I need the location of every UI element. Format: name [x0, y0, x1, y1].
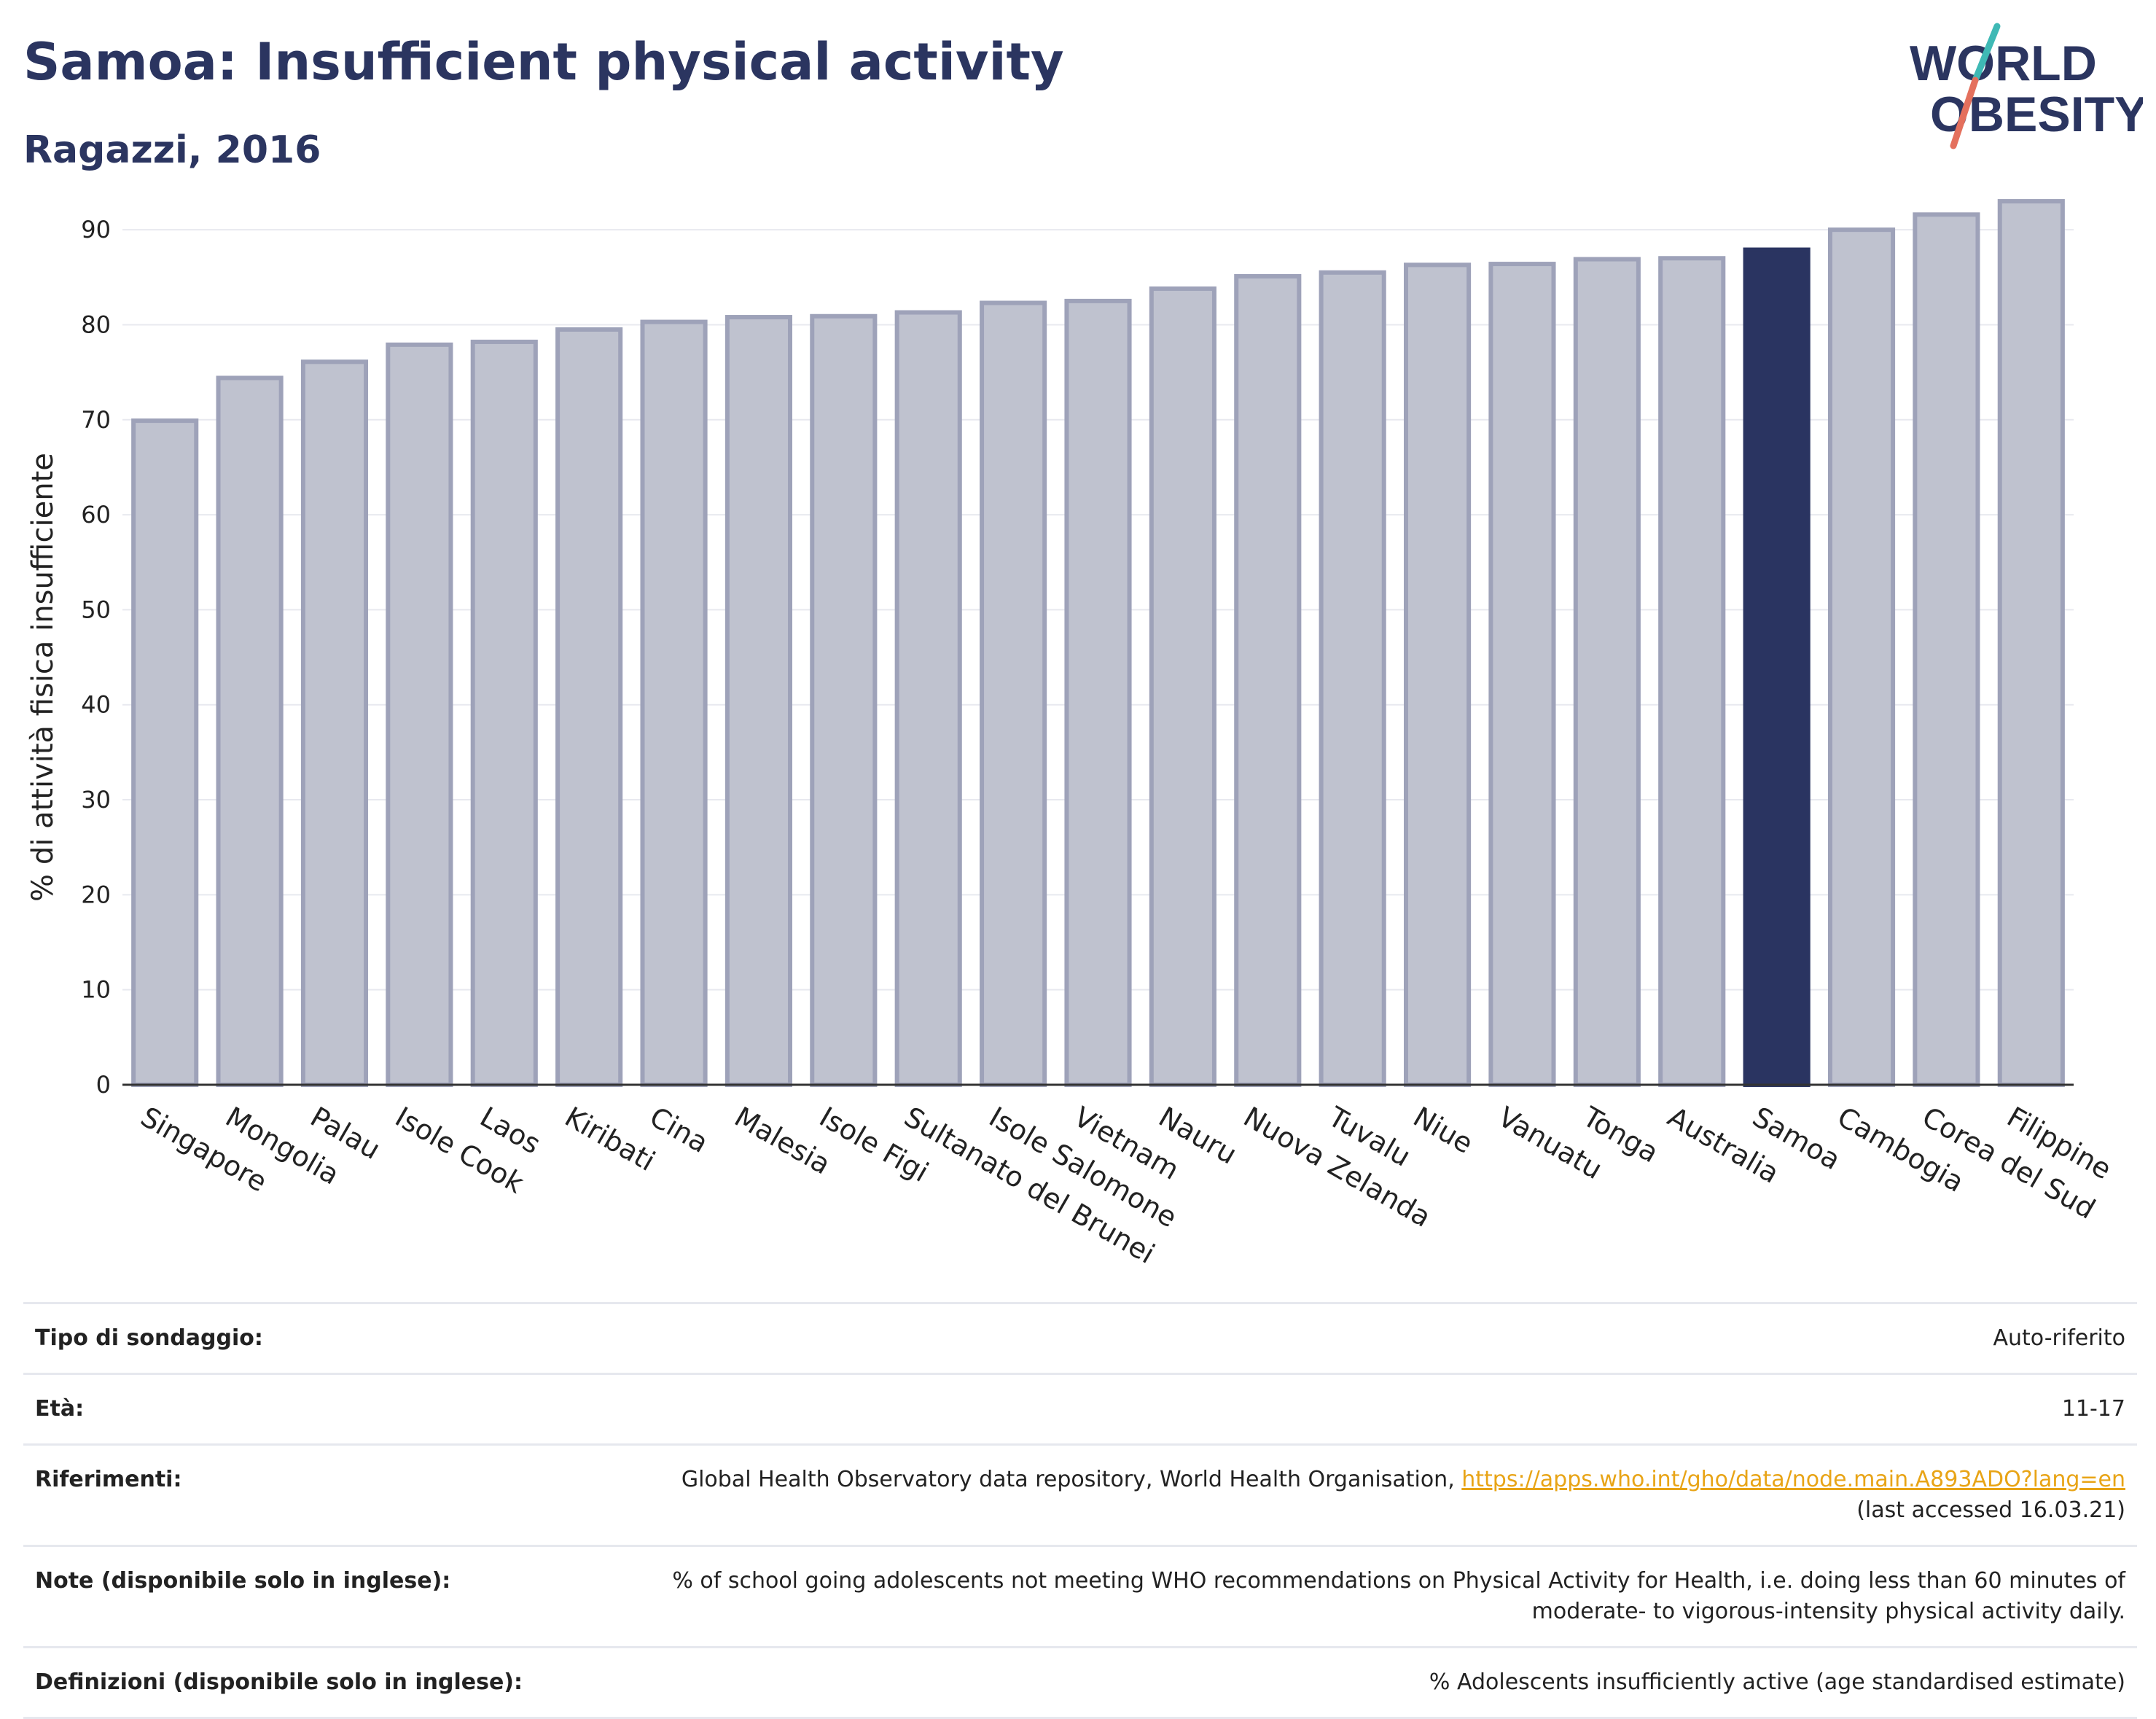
- references-accessed: (last accessed 16.03.21): [1856, 1497, 2125, 1523]
- logo-text-world: WORLD: [1910, 36, 2097, 91]
- bar: [216, 375, 284, 1087]
- bar: [300, 359, 369, 1088]
- bar: [1234, 274, 1302, 1088]
- references-link[interactable]: https://apps.who.int/gho/data/node.main.…: [1461, 1467, 2125, 1492]
- notes-label: Note (disponibile solo in inglese):: [23, 1545, 557, 1648]
- bar: [386, 342, 453, 1087]
- bar: [1743, 247, 1811, 1088]
- bar: [810, 313, 878, 1088]
- age-value: 11-17: [557, 1373, 2137, 1445]
- bar: [1827, 227, 1896, 1088]
- info-table: Tipo di sondaggio: Auto-riferito Età: 11…: [23, 1302, 2137, 1719]
- bar: [1573, 257, 1641, 1087]
- definitions-label: Definizioni (disponibile solo in inglese…: [23, 1646, 557, 1719]
- world-obesity-logo: WORLD OBESITY: [1910, 23, 2143, 149]
- bar: [1913, 212, 1980, 1087]
- y-tick-label: 30: [81, 786, 111, 814]
- y-tick-label: 10: [81, 976, 111, 1004]
- bar: [1488, 262, 1556, 1088]
- bar: [1064, 298, 1132, 1087]
- survey-type-label: Tipo di sondaggio:: [23, 1302, 557, 1374]
- notes-value: % of school going adolescents not meetin…: [557, 1545, 2137, 1648]
- bar: [640, 319, 708, 1087]
- bar: [1149, 286, 1216, 1087]
- chart-subtitle: Ragazzi, 2016: [23, 128, 321, 172]
- logo-slash-coral: [1950, 77, 1979, 149]
- y-tick-label: 40: [81, 691, 111, 719]
- bar: [131, 418, 199, 1087]
- x-tick-label: Niue: [1408, 1101, 1479, 1160]
- references-label: Riferimenti:: [23, 1443, 557, 1546]
- y-tick-label: 50: [81, 596, 111, 623]
- bar: [980, 300, 1047, 1087]
- y-tick-label: 60: [81, 501, 111, 529]
- x-tick-label: Kiribati: [560, 1101, 661, 1177]
- info-row-survey-type: Tipo di sondaggio: Auto-riferito: [23, 1302, 2137, 1374]
- info-row-references: Riferimenti: Global Health Observatory d…: [23, 1443, 2137, 1546]
- info-row-notes: Note (disponibile solo in inglese): % of…: [23, 1545, 2137, 1648]
- bar: [724, 315, 792, 1087]
- bar: [555, 327, 623, 1087]
- y-axis-label: % di attività fisica insufficiente: [26, 453, 60, 902]
- bar: [1404, 262, 1472, 1087]
- chart-title: Samoa: Insufficient physical activity: [23, 32, 1064, 92]
- y-tick-label: 80: [81, 311, 111, 338]
- survey-type-value: Auto-riferito: [557, 1302, 2137, 1374]
- definitions-value: % Adolescents insufficiently active (age…: [557, 1646, 2137, 1719]
- info-row-definitions: Definizioni (disponibile solo in inglese…: [23, 1646, 2137, 1719]
- references-value: Global Health Observatory data repositor…: [557, 1443, 2137, 1546]
- y-tick-label: 70: [81, 406, 111, 434]
- bar: [470, 339, 538, 1087]
- logo-slash-teal: [1972, 23, 2001, 84]
- x-tick-label: Malesia: [729, 1101, 835, 1181]
- y-tick-label: 20: [81, 881, 111, 908]
- y-tick-label: 90: [81, 216, 111, 243]
- bar: [1658, 256, 1726, 1087]
- bar-chart: 0102030405060708090SingaporeMongoliaPala…: [26, 199, 2117, 1270]
- bar: [894, 310, 962, 1088]
- y-tick-label: 0: [96, 1071, 111, 1099]
- info-row-age: Età: 11-17: [23, 1373, 2137, 1445]
- bar: [1997, 199, 2065, 1088]
- age-label: Età:: [23, 1373, 557, 1445]
- bar: [1319, 270, 1386, 1087]
- references-text: Global Health Observatory data repositor…: [681, 1467, 1462, 1492]
